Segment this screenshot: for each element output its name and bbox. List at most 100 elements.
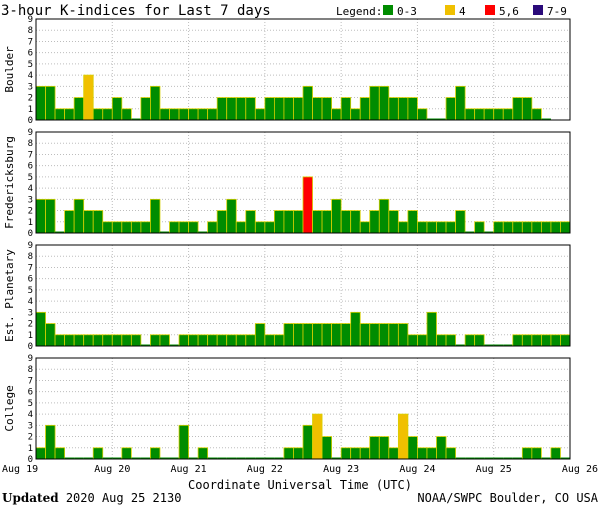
bar-est-planetary-33: [350, 311, 361, 347]
bar-boulder-27: [293, 97, 304, 121]
bar-college-19: [217, 457, 227, 459]
bar-college-55: [560, 457, 570, 459]
bar-boulder-16: [188, 108, 199, 121]
bar-fredericksburg-34: [359, 221, 371, 234]
panel-frame: [35, 18, 571, 121]
bar-college-32: [340, 447, 352, 460]
bar-fredericksburg-42: [436, 221, 447, 234]
bar-college-27: [293, 447, 304, 460]
bar-boulder-32: [340, 97, 352, 121]
y-tick-label: 7: [28, 150, 33, 160]
bar-fredericksburg-6: [92, 210, 104, 234]
bar-est-planetary-29: [312, 323, 323, 347]
bar-boulder-3: [64, 108, 75, 121]
updated-value: 2020 Aug 25 2130: [58, 491, 182, 505]
bar-fredericksburg-0: [35, 198, 46, 234]
bar-college-52: [531, 447, 542, 460]
bar-college-40: [417, 447, 428, 460]
bar-boulder-39: [407, 97, 418, 121]
bar-college-53: [541, 457, 551, 459]
bar-college-30: [321, 436, 333, 460]
bar-college-41: [426, 447, 437, 460]
bar-college-15: [178, 424, 189, 460]
bar-est-planetary-53: [540, 334, 552, 347]
bar-fredericksburg-39: [407, 210, 418, 234]
bar-fredericksburg-33: [350, 210, 361, 234]
bar-fredericksburg-41: [426, 221, 437, 234]
bar-est-planetary-21: [235, 334, 247, 347]
bar-est-planetary-38: [397, 323, 409, 347]
bar-boulder-19: [216, 97, 228, 121]
bar-college-17: [197, 447, 209, 460]
bar-est-planetary-49: [503, 344, 513, 346]
bar-est-planetary-12: [150, 334, 161, 347]
bar-boulder-33: [350, 108, 361, 121]
bar-fredericksburg-11: [140, 221, 151, 234]
bar-fredericksburg-54: [550, 221, 561, 234]
bar-boulder-43: [445, 97, 456, 121]
bar-fredericksburg-21: [235, 221, 247, 234]
bar-college-26: [283, 447, 294, 460]
y-tick-label: 7: [28, 37, 33, 47]
x-tick-label: Aug 23: [323, 464, 359, 475]
y-tick-label: 0: [28, 342, 33, 352]
bar-fredericksburg-32: [340, 210, 352, 234]
bar-est-planetary-42: [436, 334, 447, 347]
bar-fredericksburg-46: [474, 221, 485, 234]
bar-boulder-5: [83, 74, 94, 121]
y-tick-label: 5: [28, 399, 33, 409]
legend-swatch-2: [485, 5, 495, 15]
bar-boulder-24: [264, 97, 275, 121]
bar-est-planetary-22: [245, 334, 256, 347]
bar-est-planetary-13: [159, 334, 170, 347]
bar-college-50: [512, 457, 523, 459]
bar-boulder-13: [159, 108, 170, 121]
bar-fredericksburg-7: [102, 221, 113, 234]
bar-boulder-50: [512, 97, 523, 121]
bar-boulder-45: [464, 108, 476, 121]
bar-fredericksburg-53: [540, 221, 552, 234]
bar-est-planetary-4: [73, 334, 85, 347]
bar-fredericksburg-4: [73, 198, 85, 234]
y-tick-label: 1: [28, 331, 33, 341]
bar-college-33: [350, 447, 361, 460]
bar-college-42: [436, 436, 447, 460]
bar-est-planetary-28: [302, 323, 313, 347]
bar-est-planetary-2: [54, 334, 66, 347]
y-tick-label: 6: [28, 49, 33, 59]
y-tick-label: 3: [28, 308, 33, 318]
bar-college-10: [131, 457, 141, 459]
bar-fredericksburg-19: [216, 210, 228, 234]
bar-boulder-10: [131, 118, 141, 120]
bar-college-51: [521, 447, 533, 460]
bar-est-planetary-30: [321, 323, 333, 347]
bar-boulder-14: [169, 108, 180, 121]
x-tick-label: Aug 19: [2, 464, 38, 475]
bar-boulder-9: [121, 108, 132, 121]
legend-swatch-0: [383, 5, 393, 15]
y-tick-label: 4: [28, 184, 33, 194]
bar-college-3: [64, 457, 75, 459]
bar-est-planetary-50: [512, 334, 523, 347]
x-tick-label: Aug 26: [562, 464, 598, 475]
y-tick-label: 2: [28, 320, 33, 330]
bar-est-planetary-37: [388, 323, 399, 347]
y-tick-label: 7: [28, 263, 33, 273]
y-tick-label: 8: [28, 365, 33, 375]
x-tick-label: Aug 24: [399, 464, 435, 475]
bar-fredericksburg-25: [273, 210, 285, 234]
bar-fredericksburg-47: [484, 231, 494, 233]
bar-fredericksburg-17: [198, 231, 208, 233]
bar-est-planetary-25: [273, 334, 285, 347]
bar-est-planetary-34: [359, 323, 371, 347]
bar-est-planetary-20: [226, 334, 237, 347]
y-tick-label: 2: [28, 94, 33, 104]
x-axis-label: Coordinate Universal Time (UTC): [188, 478, 412, 492]
bar-boulder-26: [283, 97, 294, 121]
bar-college-22: [245, 457, 256, 459]
bar-boulder-31: [331, 108, 342, 121]
bar-boulder-17: [197, 108, 209, 121]
bar-college-45: [465, 457, 475, 459]
bar-college-8: [112, 457, 122, 459]
